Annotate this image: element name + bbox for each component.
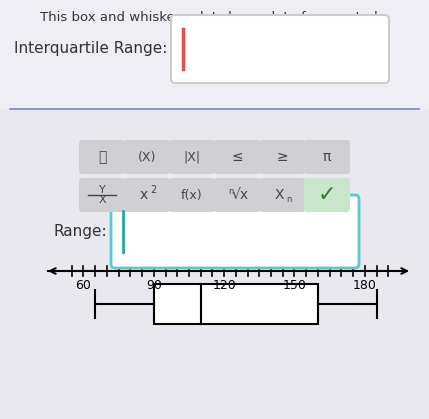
FancyBboxPatch shape (124, 178, 170, 212)
Text: √x: √x (231, 188, 248, 202)
Text: X: X (274, 188, 284, 202)
Text: π: π (323, 150, 331, 164)
FancyBboxPatch shape (214, 140, 260, 174)
FancyBboxPatch shape (259, 178, 305, 212)
Text: 150: 150 (283, 279, 306, 292)
Text: n: n (228, 186, 234, 196)
Bar (0, 109, 429, 419)
Text: n: n (286, 196, 292, 204)
FancyBboxPatch shape (304, 140, 350, 174)
Text: ≥: ≥ (276, 150, 288, 164)
FancyBboxPatch shape (171, 15, 389, 83)
FancyBboxPatch shape (111, 195, 359, 268)
Bar (0, 0, 429, 109)
Bar (154, 284, 318, 324)
Text: 🗑: 🗑 (98, 150, 106, 164)
Text: ≤: ≤ (231, 150, 243, 164)
Text: 2: 2 (150, 185, 156, 195)
Text: (X): (X) (138, 150, 156, 163)
Text: x: x (140, 188, 148, 202)
FancyBboxPatch shape (304, 178, 350, 212)
Text: |X|: |X| (184, 150, 201, 163)
FancyBboxPatch shape (79, 178, 125, 212)
Text: Y: Y (99, 185, 106, 195)
FancyBboxPatch shape (124, 140, 170, 174)
FancyBboxPatch shape (169, 140, 215, 174)
Text: Range:: Range: (53, 224, 107, 239)
Text: 60: 60 (76, 279, 91, 292)
Text: X: X (98, 195, 106, 205)
Text: 180: 180 (353, 279, 377, 292)
FancyBboxPatch shape (259, 140, 305, 174)
FancyBboxPatch shape (214, 178, 260, 212)
Text: f(x): f(x) (181, 189, 203, 202)
Text: 120: 120 (212, 279, 236, 292)
Text: Interquartile Range:: Interquartile Range: (14, 41, 167, 57)
FancyBboxPatch shape (79, 140, 125, 174)
Text: 90: 90 (146, 279, 162, 292)
Text: ✓: ✓ (318, 185, 336, 205)
FancyBboxPatch shape (169, 178, 215, 212)
Text: This box and whiskers plot shows data from a study:: This box and whiskers plot shows data fr… (39, 11, 389, 24)
